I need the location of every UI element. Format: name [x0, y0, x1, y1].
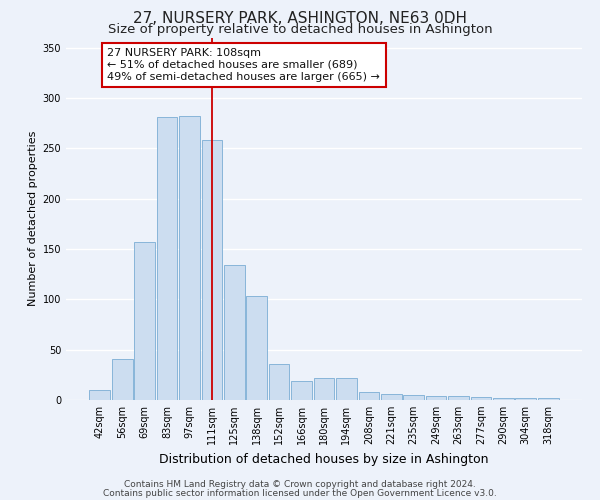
Bar — [426, 396, 446, 400]
Bar — [381, 394, 401, 400]
Text: Size of property relative to detached houses in Ashington: Size of property relative to detached ho… — [107, 22, 493, 36]
Bar — [202, 140, 222, 400]
Bar — [359, 392, 379, 400]
Bar — [247, 296, 267, 400]
Text: 27, NURSERY PARK, ASHINGTON, NE63 0DH: 27, NURSERY PARK, ASHINGTON, NE63 0DH — [133, 11, 467, 26]
Bar — [89, 390, 110, 400]
Bar — [538, 398, 559, 400]
Bar — [112, 358, 133, 400]
Bar — [470, 397, 491, 400]
X-axis label: Distribution of detached houses by size in Ashington: Distribution of detached houses by size … — [159, 452, 489, 466]
Bar — [448, 396, 469, 400]
Text: Contains public sector information licensed under the Open Government Licence v3: Contains public sector information licen… — [103, 488, 497, 498]
Y-axis label: Number of detached properties: Number of detached properties — [28, 131, 38, 306]
Text: Contains HM Land Registry data © Crown copyright and database right 2024.: Contains HM Land Registry data © Crown c… — [124, 480, 476, 489]
Text: 27 NURSERY PARK: 108sqm
← 51% of detached houses are smaller (689)
49% of semi-d: 27 NURSERY PARK: 108sqm ← 51% of detache… — [107, 48, 380, 82]
Bar — [269, 364, 289, 400]
Bar — [314, 378, 334, 400]
Bar — [179, 116, 200, 400]
Bar — [515, 398, 536, 400]
Bar — [224, 265, 245, 400]
Bar — [493, 398, 514, 400]
Bar — [157, 117, 178, 400]
Bar — [403, 395, 424, 400]
Bar — [134, 242, 155, 400]
Bar — [336, 378, 357, 400]
Bar — [291, 381, 312, 400]
